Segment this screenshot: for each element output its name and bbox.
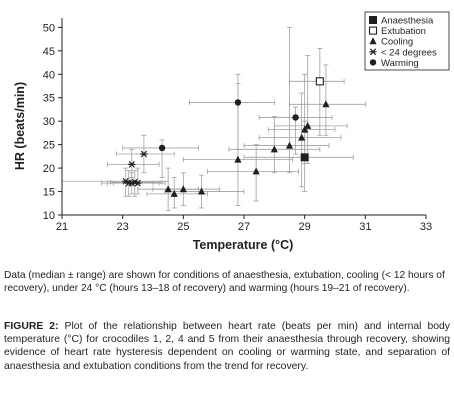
data-point xyxy=(134,179,142,187)
error-bar xyxy=(243,120,354,192)
x-tick-label: 31 xyxy=(359,221,371,233)
figure-caption-text: Plot of the relationship between heart r… xyxy=(4,321,450,372)
error-bar xyxy=(207,144,300,202)
data-point xyxy=(252,167,260,175)
x-tick-label: 23 xyxy=(117,221,129,233)
data-point xyxy=(270,145,278,153)
figure-caption: FIGURE 2: Plot of the relationship betwe… xyxy=(4,320,450,373)
y-tick-label: 25 xyxy=(43,140,55,152)
legend-marker xyxy=(369,59,377,66)
legend-marker xyxy=(369,48,377,56)
y-axis-title: HR (beats/min) xyxy=(13,82,27,170)
error-bar xyxy=(258,106,333,155)
legend-marker xyxy=(369,37,377,45)
legend-label: Warming xyxy=(381,58,419,69)
legend-label: < 24 degrees xyxy=(381,47,437,58)
y-tick-label: 20 xyxy=(43,163,55,175)
error-bar xyxy=(289,48,345,136)
data-point xyxy=(300,153,309,162)
error-bar xyxy=(267,73,336,164)
legend-label: Extubation xyxy=(381,26,426,37)
error-bar xyxy=(289,64,366,136)
error-bar xyxy=(164,174,245,209)
data-point xyxy=(197,187,206,195)
x-tick-label: 25 xyxy=(177,221,189,233)
legend-label: Cooling xyxy=(381,37,413,48)
y-tick-label: 40 xyxy=(43,69,55,81)
data-point xyxy=(164,185,172,193)
y-tick-label: 10 xyxy=(43,210,55,222)
x-tick-label: 29 xyxy=(299,221,311,233)
legend-marker xyxy=(369,16,377,24)
data-point xyxy=(179,185,187,193)
legend-label: Anaesthesia xyxy=(381,16,434,27)
error-bar xyxy=(273,55,348,164)
data-point xyxy=(304,121,312,129)
x-tick-label: 27 xyxy=(238,221,250,233)
x-tick-label: 33 xyxy=(420,221,432,233)
y-tick-label: 35 xyxy=(43,93,55,105)
data-point xyxy=(158,144,166,152)
legend-box xyxy=(364,11,450,71)
error-bar xyxy=(243,26,330,174)
data-point xyxy=(322,100,330,108)
data-note: Data (median ± range) are shown for cond… xyxy=(4,270,445,294)
data-point xyxy=(292,114,299,121)
data-point xyxy=(234,155,242,163)
error-bar xyxy=(188,73,275,150)
data-point xyxy=(140,150,148,158)
data-point xyxy=(315,77,324,86)
data-point xyxy=(128,160,136,168)
x-axis-title: Temperature (°C) xyxy=(193,238,294,252)
data-point xyxy=(234,99,242,106)
y-tick-label: 45 xyxy=(43,46,55,58)
legend-marker xyxy=(368,26,378,35)
figure-label: FIGURE 2: xyxy=(4,321,59,332)
data-point xyxy=(301,125,309,133)
y-tick-label: 50 xyxy=(43,22,55,34)
data-point xyxy=(285,141,294,149)
data-point xyxy=(298,133,306,141)
y-tick-label: 30 xyxy=(43,116,55,128)
x-tick-label: 21 xyxy=(56,221,68,233)
axes-layer: 21 23 25 27 29 31 33 10 15 20 25 30 35 40 45 50 xyxy=(43,18,432,233)
markers-layer xyxy=(122,77,330,197)
y-tick-label: 15 xyxy=(43,187,55,199)
scatter-chart: 21 23 25 27 29 31 33 10 15 20 25 30 35 40 45 50 HR (bea… xyxy=(13,11,450,252)
data-point xyxy=(170,189,178,197)
error-bars-layer xyxy=(61,26,366,211)
